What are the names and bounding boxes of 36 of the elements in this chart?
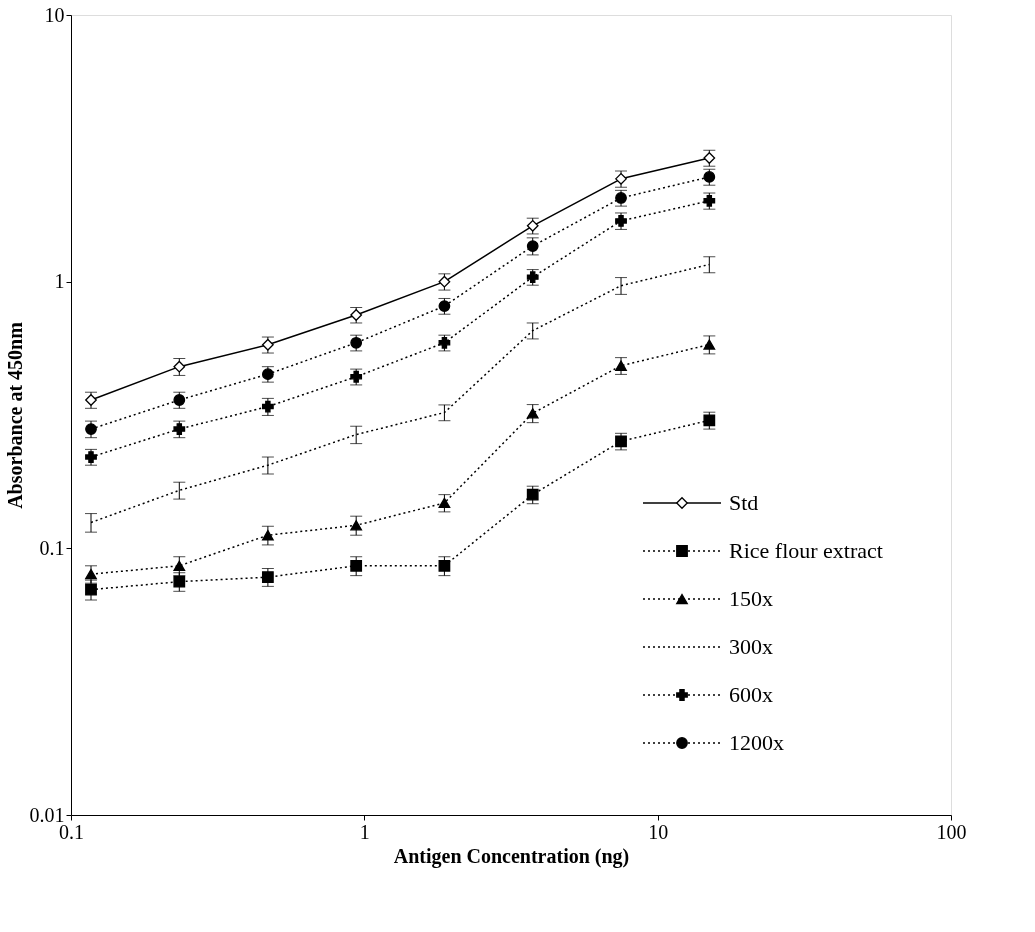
x-axis-title: Antigen Concentration (ng) xyxy=(393,844,630,868)
legend-label: Std xyxy=(729,490,759,515)
y-tick-label: 1 xyxy=(54,270,65,293)
point xyxy=(350,559,363,572)
y-tick-label: 0.1 xyxy=(39,536,65,559)
legend-label: 1200x xyxy=(729,730,784,755)
point xyxy=(615,192,627,204)
point xyxy=(438,497,451,509)
point xyxy=(703,171,716,183)
legend-label: 300x xyxy=(729,634,773,659)
y-tick-label: 10 xyxy=(44,3,65,26)
point xyxy=(703,339,716,350)
legend-label: 600x xyxy=(729,682,773,707)
point xyxy=(615,360,627,371)
x-tick-label: 1 xyxy=(359,820,370,843)
point xyxy=(350,520,363,531)
point xyxy=(438,559,451,572)
legend-label: 150x xyxy=(729,586,773,611)
point xyxy=(173,423,186,435)
point xyxy=(85,423,97,435)
y-tick-label: 0.01 xyxy=(29,803,65,826)
point xyxy=(526,240,539,252)
y-axis-title: Absorbance at 450nm xyxy=(3,321,26,509)
point xyxy=(615,172,627,185)
point xyxy=(703,152,716,164)
point xyxy=(85,583,97,596)
point xyxy=(173,560,186,571)
point xyxy=(85,568,97,580)
point xyxy=(526,488,539,501)
point xyxy=(261,571,274,583)
x-tick-label: 100 xyxy=(936,820,967,843)
legend-label: Rice flour extract xyxy=(729,538,883,563)
point xyxy=(526,408,539,419)
point xyxy=(173,575,186,588)
point xyxy=(261,530,274,541)
x-tick-label: 10 xyxy=(648,820,669,843)
